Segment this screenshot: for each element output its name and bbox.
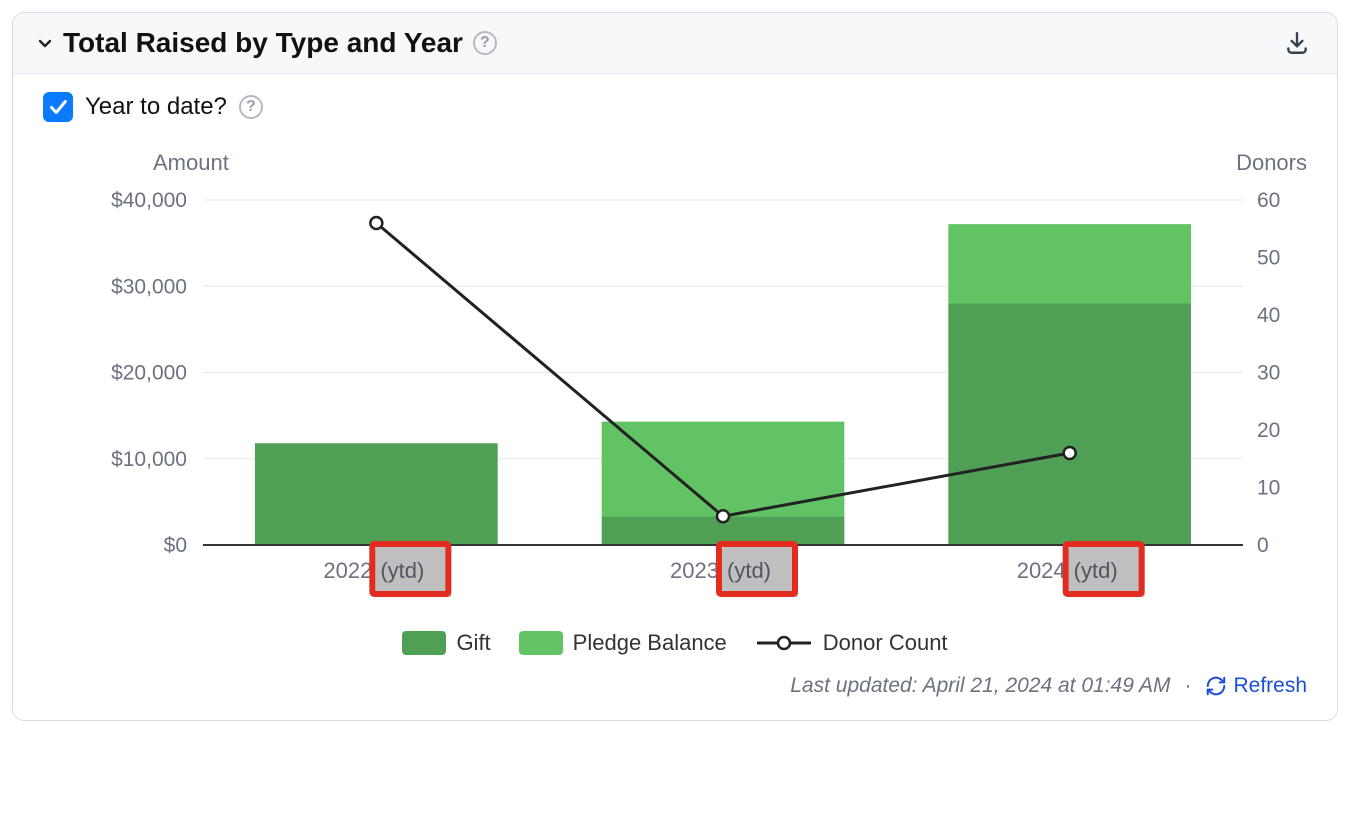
bar-pledge-balance[interactable] — [602, 422, 845, 517]
y-left-tick-label: $0 — [164, 534, 187, 557]
help-icon[interactable]: ? — [239, 95, 263, 119]
ytd-label: Year to date? — [85, 93, 227, 121]
legend-label: Pledge Balance — [573, 630, 727, 656]
y-left-tick-label: $30,000 — [111, 275, 187, 298]
line-marker[interactable] — [717, 510, 729, 522]
refresh-icon — [1205, 675, 1227, 697]
y-left-tick-label: $40,000 — [111, 189, 187, 212]
collapse-toggle[interactable] — [27, 35, 63, 51]
y-right-tick-label: 0 — [1257, 534, 1269, 557]
ytd-control-row: Year to date? ? — [43, 92, 1307, 122]
legend-swatch — [402, 631, 446, 655]
legend-item[interactable]: Donor Count — [755, 630, 948, 656]
card-footer: Last updated: April 21, 2024 at 01:49 AM… — [13, 664, 1337, 720]
legend-label: Donor Count — [823, 630, 948, 656]
chart-container: Amount Donors $0 $10,000 $20,000 $30,000 $40… — [43, 150, 1307, 620]
last-updated-text: Last updated: April 21, 2024 at 01:49 AM — [790, 674, 1170, 698]
refresh-label: Refresh — [1233, 674, 1307, 698]
refresh-button[interactable]: Refresh — [1205, 674, 1307, 698]
bar-gift[interactable] — [948, 304, 1191, 546]
y-right-tick-label: 40 — [1257, 304, 1280, 327]
y-right-tick-label: 30 — [1257, 362, 1280, 385]
bar-pledge-balance[interactable] — [948, 224, 1191, 303]
card-header: Total Raised by Type and Year ? — [13, 13, 1337, 74]
legend-item[interactable]: Pledge Balance — [519, 630, 727, 656]
legend-label: Gift — [456, 630, 490, 656]
y-right-tick-label: 10 — [1257, 477, 1280, 500]
chart-legend: Gift Pledge Balance Donor Count — [43, 630, 1307, 656]
help-icon[interactable]: ? — [473, 31, 497, 55]
x-tick-year: 2023 — [670, 558, 719, 583]
download-button[interactable] — [1281, 27, 1313, 59]
checkmark-icon — [47, 96, 69, 118]
y-left-tick-label: $20,000 — [111, 362, 187, 385]
y-right-tick-label: 20 — [1257, 419, 1280, 442]
left-axis-title: Amount — [153, 150, 229, 176]
ytd-checkbox[interactable] — [43, 92, 73, 122]
x-tick-year: 2024 — [1017, 558, 1066, 583]
y-left-tick-label: $10,000 — [111, 448, 187, 471]
legend-swatch — [519, 631, 563, 655]
separator-dot: · — [1184, 674, 1191, 698]
chart-card: Total Raised by Type and Year ? Year to … — [12, 12, 1338, 721]
card-title: Total Raised by Type and Year — [63, 27, 463, 59]
download-icon — [1284, 30, 1310, 56]
legend-line-marker — [755, 633, 813, 653]
chevron-down-icon — [37, 35, 53, 51]
right-axis-title: Donors — [1236, 150, 1307, 176]
last-updated-value: April 21, 2024 at 01:49 AM — [923, 674, 1171, 697]
last-updated-prefix: Last updated: — [790, 674, 922, 697]
y-right-tick-label: 50 — [1257, 247, 1280, 270]
line-marker[interactable] — [370, 217, 382, 229]
legend-item[interactable]: Gift — [402, 630, 490, 656]
line-marker[interactable] — [1064, 447, 1076, 459]
bar-gift[interactable] — [255, 443, 498, 545]
x-tick-year: 2022 — [323, 558, 372, 583]
card-body: Year to date? ? Amount Donors $0$10,000$… — [13, 74, 1337, 664]
chart-svg: $0 $10,000 $20,000 $30,000 $40,000 0 10 20 30 40 5… — [43, 150, 1309, 620]
y-right-tick-label: 60 — [1257, 189, 1280, 212]
